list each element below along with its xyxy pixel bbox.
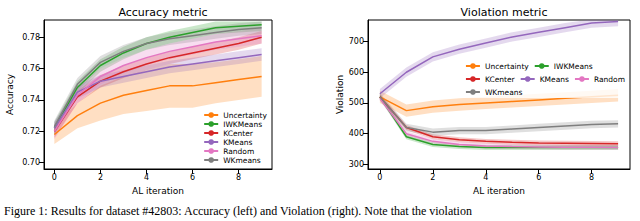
svg-text:8: 8 — [589, 173, 594, 182]
svg-text:6: 6 — [190, 173, 195, 182]
svg-text:0: 0 — [52, 173, 57, 182]
svg-text:4: 4 — [144, 173, 149, 182]
svg-text:Uncertainty: Uncertainty — [223, 111, 267, 120]
svg-text:300: 300 — [349, 160, 364, 169]
svg-text:0.76: 0.76 — [22, 64, 40, 73]
svg-text:KCenter: KCenter — [485, 75, 516, 84]
svg-text:500: 500 — [349, 98, 364, 107]
svg-text:KMeans: KMeans — [223, 138, 252, 147]
svg-text:Uncertainty: Uncertainty — [485, 62, 529, 71]
svg-text:Random: Random — [594, 75, 625, 84]
svg-text:400: 400 — [349, 129, 364, 138]
svg-text:WKmeans: WKmeans — [223, 156, 261, 165]
svg-text:AL iteration: AL iteration — [473, 186, 525, 196]
svg-text:2: 2 — [430, 173, 435, 182]
svg-text:IWKMeans: IWKMeans — [554, 62, 593, 71]
svg-text:KCenter: KCenter — [223, 129, 254, 138]
svg-text:0.74: 0.74 — [22, 95, 40, 104]
svg-text:KMeans: KMeans — [540, 75, 569, 84]
svg-text:Accuracy metric: Accuracy metric — [118, 6, 207, 19]
svg-text:600: 600 — [349, 68, 364, 77]
svg-text:6: 6 — [536, 173, 541, 182]
svg-text:IWKMeans: IWKMeans — [223, 120, 262, 129]
svg-text:WKmeans: WKmeans — [485, 88, 523, 97]
svg-text:8: 8 — [236, 173, 241, 182]
svg-text:Accuracy: Accuracy — [5, 73, 15, 115]
svg-text:0.70: 0.70 — [22, 158, 40, 167]
svg-text:0.78: 0.78 — [22, 33, 40, 42]
svg-text:700: 700 — [349, 37, 364, 46]
svg-text:Random: Random — [223, 147, 254, 156]
html-text:Figure 1: Results for dataset: Figure 1: Results for dataset #42803: Ac… — [4, 204, 472, 218]
svg-text:Violation metric: Violation metric — [461, 6, 548, 19]
svg-text:4: 4 — [483, 173, 488, 182]
svg-text:0.72: 0.72 — [22, 127, 40, 136]
svg-text:AL iteration: AL iteration — [132, 186, 184, 196]
svg-text:0: 0 — [377, 173, 382, 182]
svg-text:Violation: Violation — [335, 75, 345, 114]
svg-text:2: 2 — [98, 173, 103, 182]
